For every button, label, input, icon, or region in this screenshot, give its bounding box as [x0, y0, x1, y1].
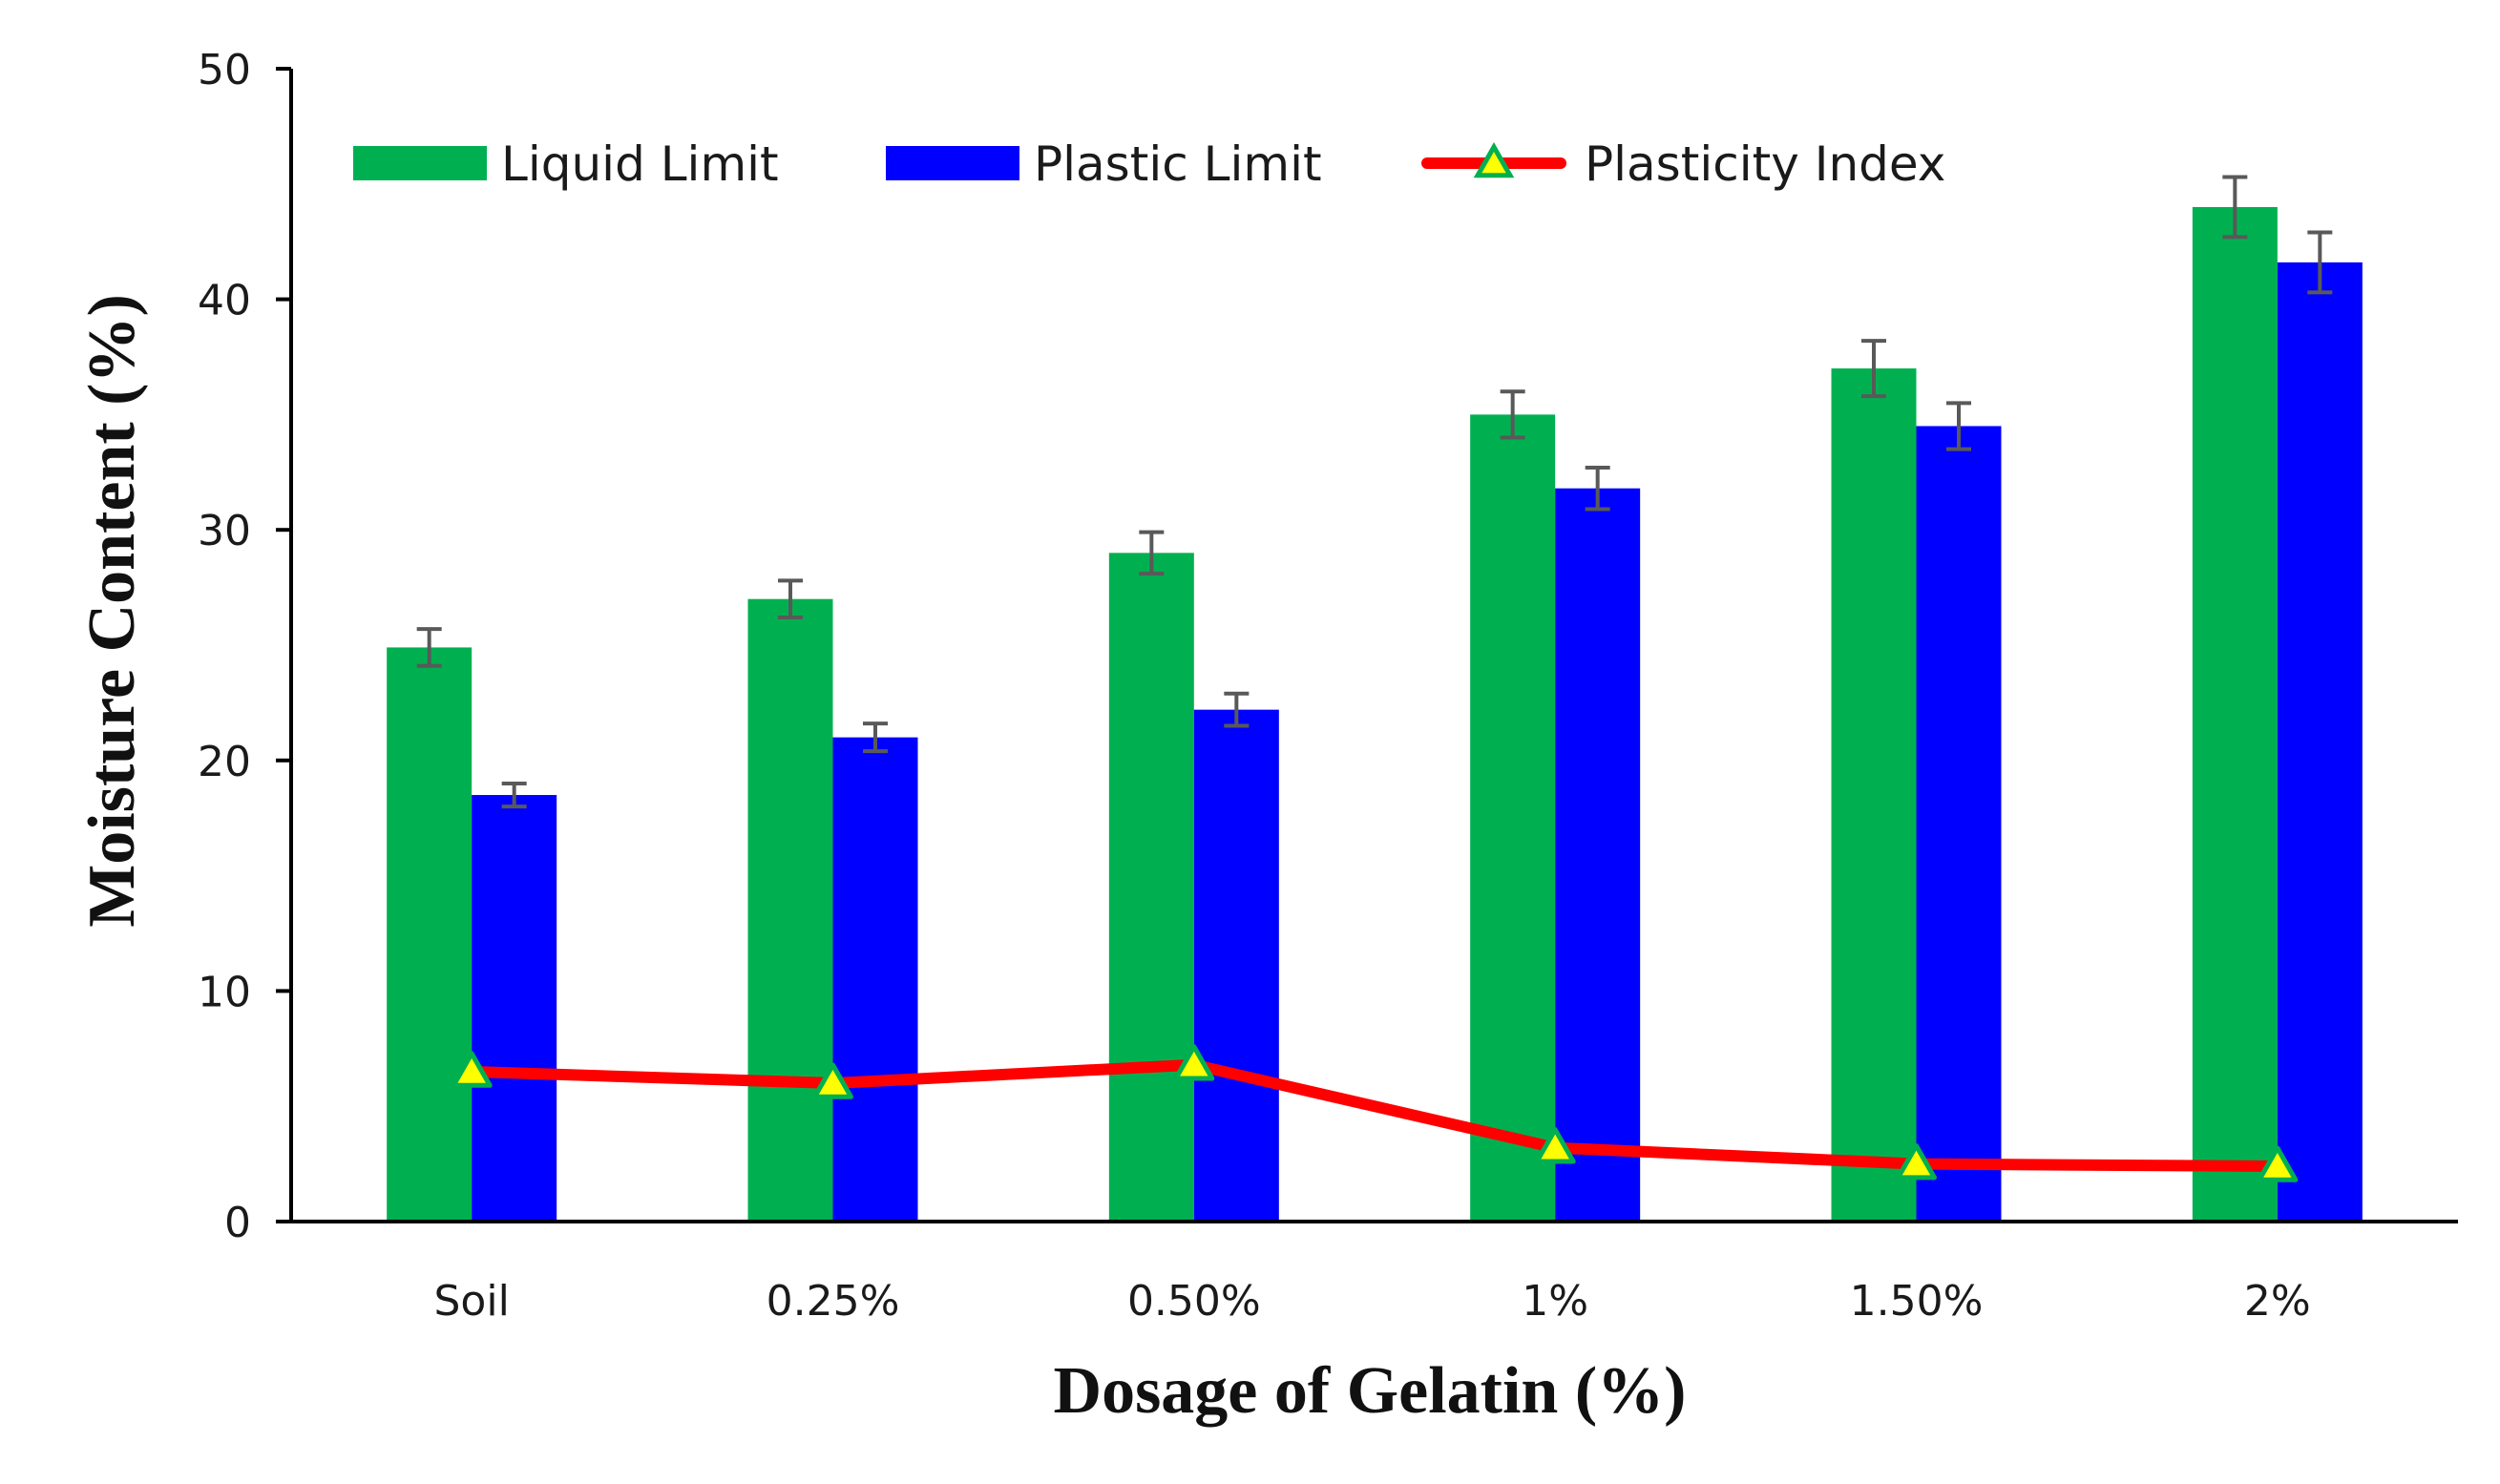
axes: 0 10 20 30 40 50 Soil 0.25% 0.50% 1% 1.50% 2%	[198, 46, 2458, 1326]
legend-marker-2	[1473, 141, 1515, 178]
error-bar-1-4	[1946, 401, 1971, 451]
x-tick-label-1: 0.25%	[767, 1277, 900, 1326]
bar-plastic-limit-4	[1916, 426, 2002, 1223]
y-tick-label-1: 10	[198, 968, 251, 1016]
bar-liquid-limit-1	[747, 598, 833, 1222]
bar-plastic-limit-0	[472, 795, 557, 1222]
bar-plastic-limit-2	[1193, 709, 1279, 1222]
error-bar-0-1	[778, 578, 803, 620]
legend-label-2: Plasticity Index	[1585, 136, 1945, 192]
legend-label-0: Liquid Limit	[501, 136, 779, 192]
error-bar-1-2	[1224, 691, 1250, 728]
error-bar-0-4	[1861, 339, 1886, 399]
bar-liquid-limit-5	[2192, 206, 2278, 1223]
error-bar-0-2	[1139, 530, 1165, 576]
plasticity-index-marker-3	[1534, 1127, 1576, 1164]
legend: Liquid Limit Plastic Limit Plasticity Inde…	[353, 136, 1945, 192]
bar-liquid-limit-3	[1470, 414, 1556, 1222]
legend-swatch-0	[353, 146, 487, 180]
plasticity-index-marker-4	[1896, 1143, 1937, 1181]
plasticity-index-marker-0	[451, 1051, 493, 1088]
error-bar-1-0	[501, 781, 527, 809]
error-bar-1-1	[863, 721, 888, 754]
x-axis-title: Dosage of Gelatin (%)	[1054, 1354, 1687, 1428]
y-tick-label-4: 40	[198, 277, 251, 325]
y-tick-label-2: 20	[198, 738, 251, 786]
bar-liquid-limit-0	[387, 647, 473, 1222]
error-bar-1-3	[1585, 465, 1610, 512]
plot-area	[387, 175, 2363, 1223]
x-tick-label-2: 0.50%	[1127, 1277, 1261, 1326]
x-tick-label-0: Soil	[434, 1277, 510, 1326]
plasticity-index-marker-1	[812, 1062, 853, 1099]
legend-swatch-1	[886, 146, 1019, 180]
y-axis-title: Moisture Content (%)	[75, 294, 149, 928]
y-tick-label-5: 50	[198, 46, 251, 94]
plasticity-index-line	[466, 1058, 2283, 1173]
y-tick-label-3: 30	[198, 507, 251, 555]
bar-plastic-limit-3	[1555, 488, 1641, 1222]
error-bar-1-5	[2307, 230, 2333, 295]
plasticity-index-marker-5	[2257, 1145, 2299, 1182]
x-tick-label-5: 2%	[2244, 1277, 2311, 1326]
bar-liquid-limit-2	[1108, 553, 1194, 1222]
bar-plastic-limit-1	[832, 737, 918, 1222]
error-bar-0-3	[1500, 389, 1525, 440]
x-tick-label-3: 1%	[1522, 1277, 1588, 1326]
x-tick-label-4: 1.50%	[1850, 1277, 1984, 1326]
bar-plastic-limit-5	[2277, 261, 2363, 1223]
plasticity-index-marker-2	[1173, 1044, 1215, 1081]
y-tick-label-0: 0	[224, 1199, 251, 1247]
bar-liquid-limit-4	[1831, 368, 1917, 1223]
error-bar-0-0	[416, 627, 442, 668]
error-bar-0-5	[2222, 175, 2248, 240]
legend-label-1: Plastic Limit	[1034, 136, 1322, 192]
